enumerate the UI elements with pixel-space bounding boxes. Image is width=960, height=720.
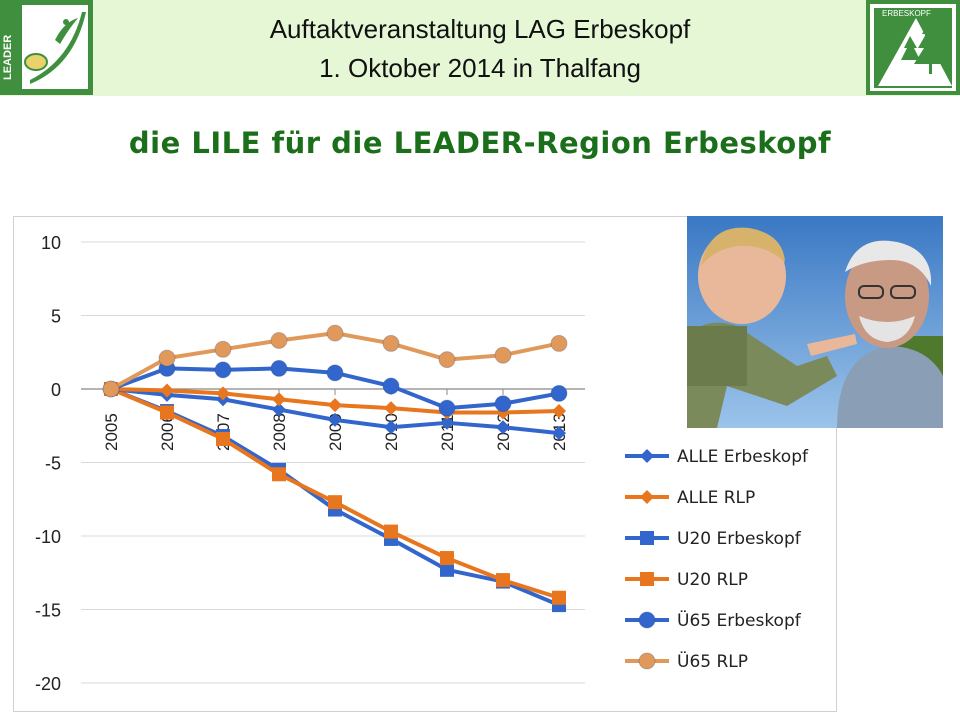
data-point [326,364,344,382]
data-point [214,361,232,379]
header-band [0,0,960,96]
data-point [102,380,120,398]
data-point [328,398,342,413]
legend-marker [640,572,654,586]
data-point [216,386,230,401]
data-point [552,590,566,605]
legend-label: U20 RLP [677,570,748,590]
data-point [272,467,286,482]
leader-logo-left: LEADER [0,0,93,95]
erbeskopf-logo-right: ERBESKOPF [866,0,960,95]
data-point [216,431,230,446]
legend-marker [638,652,656,670]
legend-marker [640,449,654,463]
series-ü65-rlp [102,324,568,398]
x-tick-label: 2008 [270,413,289,451]
y-tick-label: 5 [51,307,61,327]
data-point [214,340,232,358]
y-tick-label: -10 [35,527,61,547]
data-point [494,395,512,413]
data-point [272,392,286,407]
line-chart: 1050-5-10-15-202005200620072008200920102… [35,233,809,694]
event-title-line2: 1. Oktober 2014 in Thalfang [319,53,641,83]
y-tick-label: -15 [35,601,61,621]
y-tick-label: -5 [45,454,61,474]
legend-marker [638,611,656,629]
y-tick-label: -20 [35,674,61,694]
data-point [326,324,344,342]
data-point [382,377,400,395]
data-point [440,562,454,577]
data-point [496,573,510,588]
data-point [328,495,342,510]
data-point [550,384,568,402]
data-point [494,346,512,364]
legend-item: Ü65 RLP [625,650,748,672]
photo-grandfather-and-child [687,216,943,428]
right-logo-text: ERBESKOPF [882,9,931,18]
data-point [552,426,566,441]
legend-marker [640,531,654,545]
data-point [270,359,288,377]
legend-item: Ü65 Erbeskopf [625,609,802,631]
x-tick-label: 2006 [158,413,177,451]
data-point [438,399,456,417]
left-logo-text: LEADER [2,35,14,80]
legend-label: U20 Erbeskopf [677,529,802,549]
data-point [438,351,456,369]
data-point [384,420,398,435]
event-title-line1: Auftaktveranstaltung LAG Erbeskopf [269,14,691,44]
slide-title: die LILE für die LEADER-Region Erbeskopf [128,126,832,160]
x-tick-label: 2005 [102,413,121,451]
legend-item: U20 RLP [625,570,748,590]
data-point [440,415,454,430]
legend-label: Ü65 Erbeskopf [677,609,802,631]
data-point [158,349,176,367]
data-point [328,412,342,427]
data-point [440,551,454,566]
data-point [552,404,566,419]
data-point [270,331,288,349]
legend-item: ALLE RLP [625,488,755,508]
y-tick-label: 10 [41,233,61,253]
legend-label: ALLE RLP [677,488,755,508]
legend-item: ALLE Erbeskopf [625,447,809,467]
series-u20-rlp [104,382,566,605]
legend-label: Ü65 RLP [677,650,748,672]
legend-item: U20 Erbeskopf [625,529,802,549]
data-point [550,334,568,352]
data-point [160,405,174,420]
legend-label: ALLE Erbeskopf [677,447,809,467]
data-point [496,420,510,435]
data-point [384,401,398,416]
data-point [382,334,400,352]
legend-marker [640,490,654,504]
data-point [384,524,398,539]
data-point [160,383,174,398]
y-tick-label: 0 [51,380,61,400]
x-tick-label: 2009 [326,413,345,451]
data-point [272,402,286,417]
